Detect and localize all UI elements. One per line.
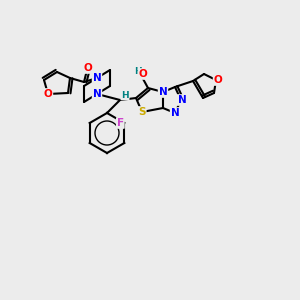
Text: N: N — [178, 95, 186, 105]
Text: F: F — [117, 118, 124, 128]
Text: H: H — [121, 91, 129, 100]
Text: N: N — [93, 89, 101, 99]
Text: N: N — [93, 73, 101, 83]
Text: O: O — [214, 75, 222, 85]
Text: O: O — [44, 89, 52, 99]
Text: H: H — [134, 67, 142, 76]
Text: O: O — [139, 69, 147, 79]
Text: O: O — [84, 63, 92, 73]
Text: S: S — [138, 107, 146, 117]
Text: N: N — [159, 87, 167, 97]
Text: N: N — [171, 108, 179, 118]
